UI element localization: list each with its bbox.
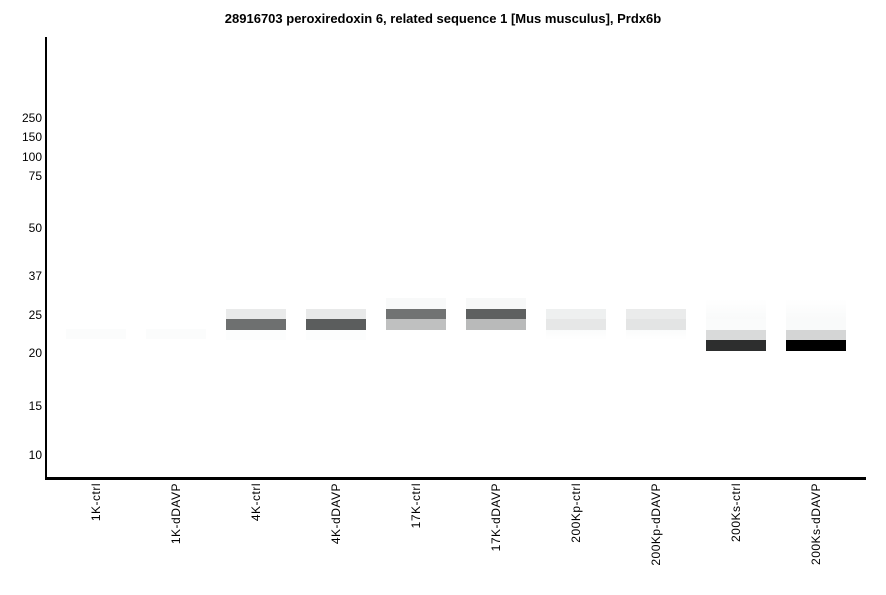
blot-band [706,319,766,330]
blot-band [306,309,366,319]
x-tick-label: 200Ks-ctrl [728,483,744,547]
y-axis-line [45,37,47,480]
blot-band [226,330,286,340]
y-tick-label: 150 [21,130,42,144]
blot-band [786,319,846,330]
blot-band [386,309,446,319]
blot-band [706,330,766,340]
blot-band [306,330,366,340]
x-tick-label: 1K-ctrl [88,483,104,526]
blot-band [226,309,286,319]
x-tick-label-text: 200Ks-dDAVP [809,483,823,565]
x-tick-label-text: 200Kp-dDAVP [649,483,663,566]
blot-band [546,309,606,319]
blot-band [786,330,846,340]
y-tick-label: 75 [28,169,42,183]
x-tick-label-text: 17K-ctrl [409,483,423,529]
blot-band [226,319,286,330]
y-tick-label: 15 [28,399,42,413]
x-tick-label: 200Kp-dDAVP [648,483,664,571]
x-tick-label-text: 1K-dDAVP [169,483,183,545]
x-tick-label-text: 4K-ctrl [249,483,263,522]
y-tick-label: 10 [28,448,42,462]
blot-band [466,298,526,309]
blot-band [66,329,126,339]
x-tick-label-text: 17K-dDAVP [489,483,503,552]
x-axis-line [45,477,866,480]
blot-band [626,309,686,319]
blot-band [386,319,446,330]
x-tick-label-text: 1K-ctrl [89,483,103,522]
x-tick-label: 1K-dDAVP [168,483,184,549]
blot-band [386,298,446,309]
x-tick-label-text: 200Kp-ctrl [569,483,583,543]
x-tick-label: 4K-dDAVP [328,483,344,549]
y-tick-label: 37 [28,269,42,283]
x-tick-label: 17K-ctrl [408,483,424,533]
x-tick-label: 4K-ctrl [248,483,264,526]
chart-title: 28916703 peroxiredoxin 6, related sequen… [224,11,662,26]
blot-band [626,319,686,330]
x-tick-label: 17K-dDAVP [488,483,504,556]
y-tick-label: 20 [28,346,42,360]
y-tick-label: 25 [28,308,42,322]
y-tick-label: 50 [28,221,42,235]
blot-band [706,340,766,351]
x-tick-label: 200Kp-ctrl [568,483,584,548]
blot-band [786,340,846,351]
blot-band [786,299,846,319]
x-tick-label-text: 4K-dDAVP [329,483,343,545]
blot-band [466,309,526,319]
x-tick-label: 200Ks-dDAVP [808,483,824,570]
blot-band [626,330,686,340]
blot-band [146,329,206,339]
blot-band [546,330,606,340]
blot-band [466,319,526,330]
x-tick-label-text: 200Ks-ctrl [729,483,743,543]
y-tick-label: 250 [21,111,42,125]
blot-band [306,319,366,330]
blot-band [706,299,766,319]
y-tick-label: 100 [21,150,42,164]
blot-band [546,319,606,330]
